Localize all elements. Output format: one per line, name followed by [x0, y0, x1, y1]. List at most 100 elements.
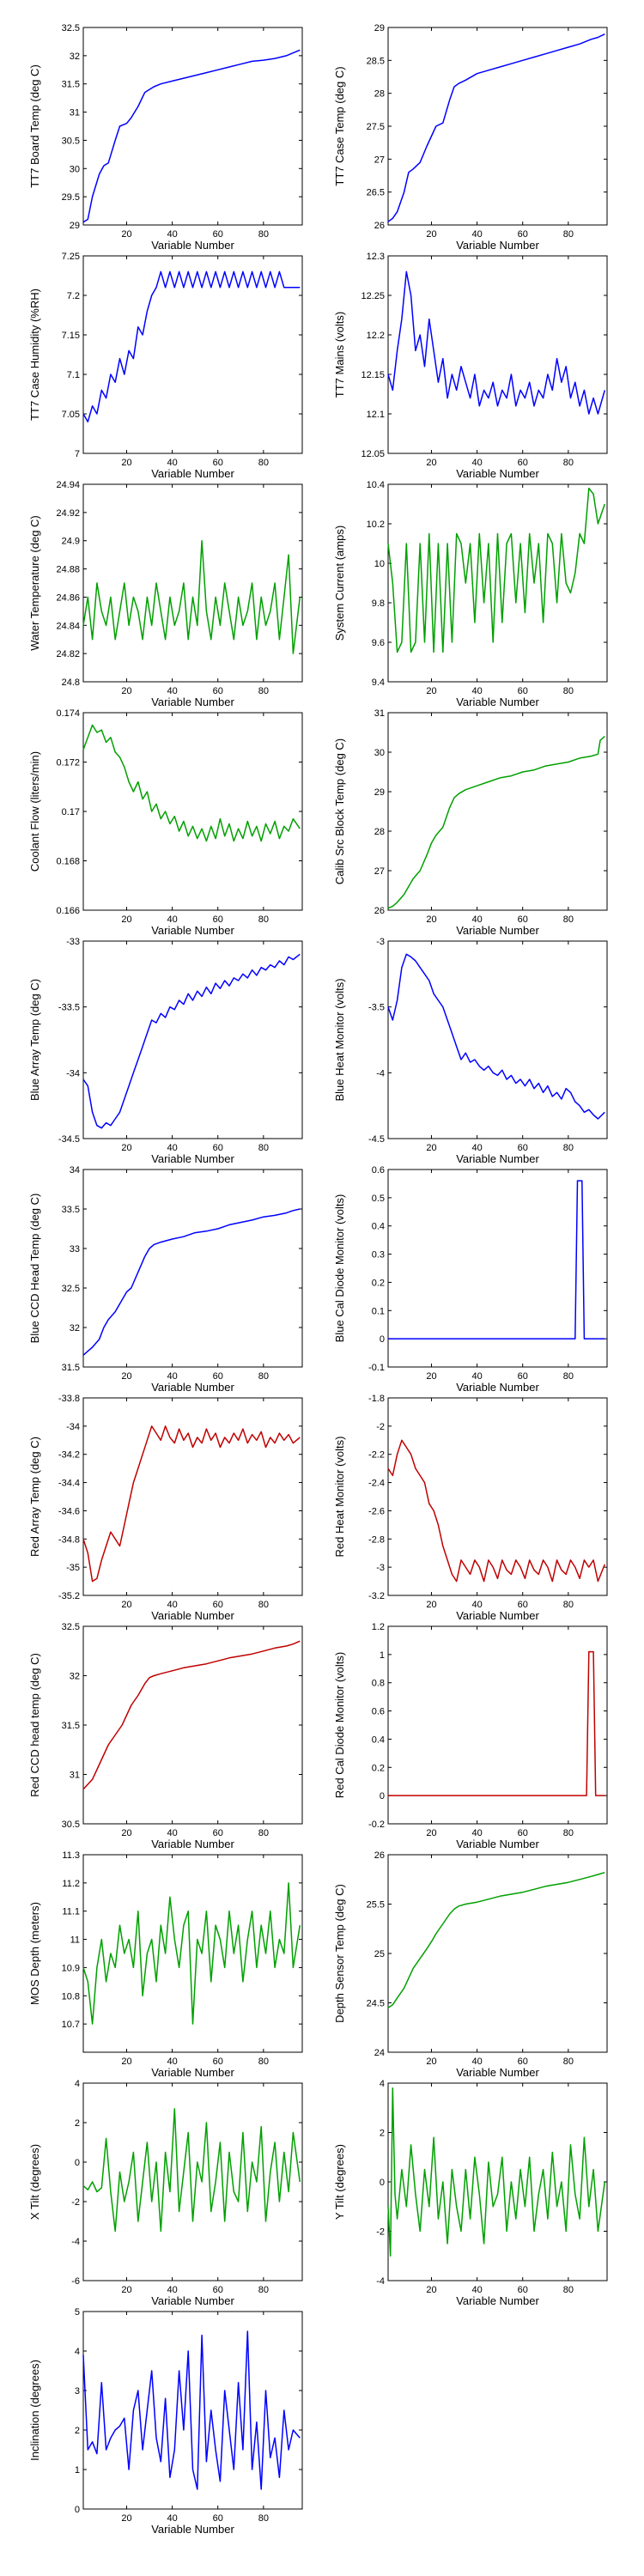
y-tick-label: 32	[70, 1672, 80, 1682]
y-tick-label: 0.3	[372, 1250, 385, 1261]
x-tick-label: 60	[518, 1143, 528, 1153]
chart-panel-9: -34.5 -34 -33.5 -33 20 40 60 80 Variable Number B…	[28, 937, 303, 1165]
x-tick-label: 60	[518, 1371, 528, 1382]
y-tick-label: 9.8	[372, 598, 385, 609]
x-tick-label: 40	[167, 458, 177, 468]
y-tick-label: 7.15	[62, 331, 80, 341]
y-tick-label: -3.5	[368, 1003, 385, 1013]
x-tick-label: 20	[426, 229, 436, 240]
y-tick-label: 31.5	[62, 1363, 80, 1373]
y-tick-label: 4	[380, 2079, 385, 2089]
x-tick-label: 20	[426, 2285, 436, 2295]
x-tick-label: 20	[426, 458, 436, 468]
x-tick-label: 40	[167, 2513, 177, 2524]
plot-frame	[387, 1169, 608, 1368]
y-tick-label: 32.5	[62, 23, 80, 33]
y-tick-label: 30	[374, 748, 385, 758]
x-tick-label: 20	[426, 914, 436, 925]
x-tick-label: 20	[426, 1600, 436, 1610]
y-tick-label: 0.2	[372, 1763, 385, 1773]
y-tick-label: -2	[376, 2227, 385, 2238]
y-tick-label: 5	[75, 2307, 80, 2318]
y-tick-label: 1	[75, 2465, 80, 2476]
y-tick-label: 32.5	[62, 1622, 80, 1632]
chart-panel-14: -3.2 -3 -2.8 -2.6 -2.4 -2.2 -2 -1.8 20 40 60 80 Vari…	[333, 1394, 608, 1622]
x-tick-label: 80	[563, 2285, 574, 2295]
y-tick-label: 10	[374, 559, 385, 569]
chart-panel-17: 10.7 10.8 10.9 11 11.1 11.2 11.3 20 40 60 80 Variab…	[28, 1850, 303, 2079]
x-tick-label: 40	[471, 2285, 482, 2295]
plot-frame	[82, 2311, 303, 2510]
data-line	[387, 487, 606, 653]
y-tick-label: -2.2	[368, 1450, 385, 1461]
x-tick-label: 40	[471, 1828, 482, 1838]
data-line	[82, 2108, 301, 2233]
y-axis-label: TT7 Mains (volts)	[333, 312, 346, 398]
x-tick-label: 80	[258, 1828, 269, 1838]
y-tick-label: 11.2	[62, 1879, 80, 1889]
chart-panel-2: 26 26.5 27 27.5 28 28.5 29 20 40 60 80 Variable Num…	[333, 23, 608, 252]
y-tick-label: -33.8	[58, 1394, 80, 1404]
x-tick-label: 20	[121, 2513, 131, 2524]
x-tick-label: 20	[121, 914, 131, 925]
y-tick-label: 33.5	[62, 1205, 80, 1215]
x-tick-label: 20	[426, 1143, 436, 1153]
y-axis-label: TT7 Case Temp (deg C)	[333, 66, 346, 185]
chart-panel-13: -35.2 -35 -34.8 -34.6 -34.4 -34.2 -34 -33.8 20 40…	[28, 1394, 303, 1622]
data-line	[82, 49, 301, 223]
x-tick-label: 20	[121, 1828, 131, 1838]
y-tick-label: 24.84	[56, 621, 80, 631]
x-axis-label: Variable Number	[151, 2066, 234, 2079]
x-axis-label: Variable Number	[456, 467, 539, 480]
x-tick-label: 40	[471, 1143, 482, 1153]
y-tick-label: -33.5	[58, 1003, 80, 1013]
x-tick-label: 20	[121, 2057, 131, 2067]
chart-panel-8: 26 27 28 29 30 31 20 40 60 80 Variable Number Calib…	[333, 708, 608, 937]
x-tick-label: 60	[213, 686, 223, 696]
x-tick-label: 20	[121, 1371, 131, 1382]
y-tick-label: 27	[374, 155, 385, 165]
x-axis-label: Variable Number	[456, 2066, 539, 2079]
y-tick-label: 24.8	[62, 677, 80, 688]
y-tick-label: 0.4	[372, 1735, 385, 1745]
plot-frame	[82, 1397, 303, 1596]
y-axis-label: Red CCD head temp (deg C)	[28, 1653, 41, 1797]
x-tick-label: 60	[213, 2057, 223, 2067]
y-tick-label: -4	[376, 1068, 385, 1078]
y-tick-label: 4	[75, 2347, 80, 2357]
y-tick-label: 0.166	[56, 906, 80, 916]
y-tick-label: 26.5	[367, 188, 385, 198]
y-tick-label: 7.05	[62, 410, 80, 420]
chart-panel-3: 7 7.05 7.1 7.15 7.2 7.25 20 40 60 80 Variable Numb…	[28, 252, 303, 480]
y-tick-label: 12.25	[361, 291, 385, 301]
y-tick-label: 10.2	[367, 519, 385, 530]
data-line	[82, 539, 301, 654]
y-tick-label: 26	[374, 1850, 385, 1861]
x-tick-label: 40	[167, 1371, 177, 1382]
y-tick-label: 25	[374, 1949, 385, 1959]
y-tick-label: 31	[70, 1771, 80, 1781]
y-tick-label: -2.6	[368, 1506, 385, 1516]
x-tick-label: 60	[518, 2285, 528, 2295]
y-axis-label: Calib Src Block Temp (deg C)	[333, 738, 346, 884]
y-tick-label: -34.8	[58, 1534, 80, 1545]
x-tick-label: 40	[471, 1371, 482, 1382]
y-tick-label: 11	[70, 1935, 80, 1946]
x-tick-label: 40	[167, 1828, 177, 1838]
y-tick-label: 34	[70, 1165, 80, 1176]
x-tick-label: 60	[213, 2285, 223, 2295]
x-tick-label: 60	[213, 2513, 223, 2524]
y-axis-label: Y Tilt (degrees)	[333, 2144, 346, 2220]
y-tick-label: 29	[70, 221, 80, 231]
y-tick-label: 0.6	[372, 1707, 385, 1717]
y-axis-label: Blue CCD Head Temp (deg C)	[28, 1194, 41, 1344]
y-tick-label: 10.8	[62, 1991, 80, 2002]
y-tick-label: 27	[374, 866, 385, 877]
y-tick-label: 30	[70, 164, 80, 174]
chart-panel-1: 29 29.5 30 30.5 31 31.5 32 32.5 20 40 60 80 Variable…	[28, 23, 303, 252]
plot-frame	[387, 940, 608, 1139]
data-line	[82, 1208, 301, 1356]
y-tick-label: -34.6	[58, 1506, 80, 1516]
x-tick-label: 80	[258, 1371, 269, 1382]
